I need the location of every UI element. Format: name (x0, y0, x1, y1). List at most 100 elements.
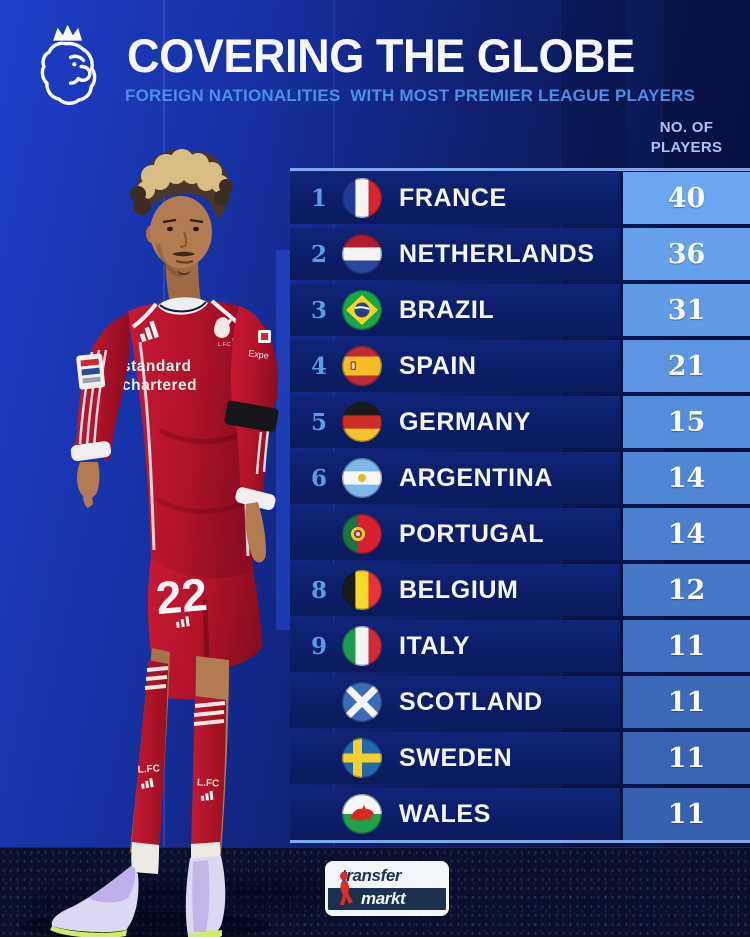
table-row: WALES 11 (290, 788, 750, 840)
flag-scotland-icon (342, 682, 382, 722)
country-name: BRAZIL (399, 295, 495, 324)
flag-germany-icon (342, 402, 382, 442)
rank-number: 1 (310, 184, 327, 212)
transfermarkt-logo: transfer markt (325, 861, 449, 916)
flag-netherlands-icon (342, 234, 382, 274)
country-name: WALES (399, 799, 491, 828)
rank-number: 9 (310, 632, 327, 660)
player-count-cell: 36 (623, 228, 750, 280)
player-count: 12 (667, 574, 706, 606)
country-cell: SCOTLAND (290, 676, 620, 728)
player-count-cell: 12 (623, 564, 750, 616)
player-shorts: 22 (148, 558, 262, 700)
country-name: NETHERLANDS (399, 239, 595, 268)
country-cell: 3 BRAZIL (290, 284, 620, 336)
player-left-boot (50, 866, 139, 937)
country-name: SCOTLAND (399, 687, 543, 716)
rank-number: 4 (310, 352, 327, 380)
country-cell: 9 ITALY (290, 620, 620, 672)
shorts-number: 22 (154, 568, 210, 624)
player-right-arm: Expe (224, 306, 279, 563)
country-cell: 8 BELGIUM (290, 564, 620, 616)
svg-text:chartered: chartered (122, 377, 197, 394)
count-column-header: NO. OF PLAYERS (623, 118, 750, 158)
flag-belgium-icon (342, 570, 382, 610)
country-cell: PORTUGAL (290, 508, 620, 560)
nationality-ranking-table: 1 FRANCE 40 2 NETHERLANDS 36 3 (290, 168, 750, 843)
adidas-logo-icon (139, 320, 159, 343)
flag-wales-icon (342, 794, 382, 834)
flag-italy-icon (342, 626, 382, 666)
player-count: 14 (667, 518, 706, 550)
country-name: BELGIUM (399, 575, 519, 604)
country-name: PORTUGAL (399, 519, 545, 548)
country-cell: 5 GERMANY (290, 396, 620, 448)
transfermarkt-word-top: transfer (341, 866, 402, 885)
player-illustration: L.F.C standard chartered (20, 149, 279, 937)
table-row: PORTUGAL 14 (290, 508, 750, 560)
table-row: 4 SPAIN 21 (290, 340, 750, 392)
player-count-cell: 11 (623, 620, 750, 672)
flag-france-icon (342, 178, 382, 218)
table-bottom-border (290, 840, 750, 843)
country-name: SWEDEN (399, 743, 513, 772)
player-count: 11 (667, 686, 706, 718)
player-count: 11 (667, 742, 706, 774)
player-shirt: L.F.C standard chartered (100, 299, 253, 597)
player-count-cell: 11 (623, 676, 750, 728)
rank-number: 5 (310, 408, 327, 436)
flag-brazil-icon (342, 290, 382, 330)
shorts-adidas-icon (176, 616, 190, 628)
table-rows: 1 FRANCE 40 2 NETHERLANDS 36 3 (290, 172, 750, 840)
flag-portugal-icon (342, 514, 382, 554)
flag-sweden-icon (342, 738, 382, 778)
player-count: 11 (667, 798, 706, 830)
player-count-cell: 14 (623, 508, 750, 560)
player-left-sock: L.FC (131, 660, 169, 874)
premier-league-lion-icon (40, 24, 97, 105)
table-row: 1 FRANCE 40 (290, 172, 750, 224)
country-name: FRANCE (399, 183, 507, 212)
sleeve-patch-text: Expe (248, 348, 270, 361)
country-cell: 1 FRANCE (290, 172, 620, 224)
flag-argentina-icon (342, 458, 382, 498)
rank-number: 3 (310, 296, 327, 324)
player-count: 14 (667, 462, 706, 494)
country-cell: SWEDEN (290, 732, 620, 784)
table-top-border (290, 168, 750, 171)
country-name: GERMANY (399, 407, 531, 436)
background-panel (276, 250, 290, 630)
hair-highlights (137, 149, 229, 199)
table-row: 2 NETHERLANDS 36 (290, 228, 750, 280)
player-count: 40 (667, 182, 706, 214)
svg-text:L.F.C: L.F.C (218, 342, 231, 348)
table-row: 3 BRAZIL 31 (290, 284, 750, 336)
player-count-cell: 31 (623, 284, 750, 336)
player-count: 36 (667, 238, 706, 270)
sock-label: L.FC (197, 777, 220, 789)
player-left-arm (70, 313, 130, 508)
player-count-cell: 40 (623, 172, 750, 224)
table-row: 6 ARGENTINA 14 (290, 452, 750, 504)
rank-number: 2 (310, 240, 327, 268)
player-count: 21 (667, 350, 706, 382)
table-row: 9 ITALY 11 (290, 620, 750, 672)
country-name: ARGENTINA (399, 463, 554, 492)
transfermarkt-logo-bottom: markt (328, 888, 446, 910)
table-row: SWEDEN 11 (290, 732, 750, 784)
count-column-header-line1: NO. OF (659, 119, 714, 136)
table-row: SCOTLAND 11 (290, 676, 750, 728)
player-count-cell: 11 (623, 788, 750, 840)
player-count: 31 (667, 294, 706, 326)
sock-label: L.FC (137, 763, 160, 776)
transfermarkt-player-icon (340, 872, 353, 905)
page-subtitle: FOREIGN NATIONALITIES WITH MOST PREMIER … (125, 86, 696, 105)
player-head (130, 149, 233, 315)
player-count-cell: 14 (623, 452, 750, 504)
count-column-header-line2: PLAYERS (650, 139, 723, 156)
country-name: SPAIN (399, 351, 477, 380)
transfermarkt-word-bottom: markt (361, 889, 406, 908)
player-count: 15 (667, 406, 706, 438)
player-count: 11 (667, 630, 706, 662)
sleeve-patch-icon (76, 353, 106, 390)
